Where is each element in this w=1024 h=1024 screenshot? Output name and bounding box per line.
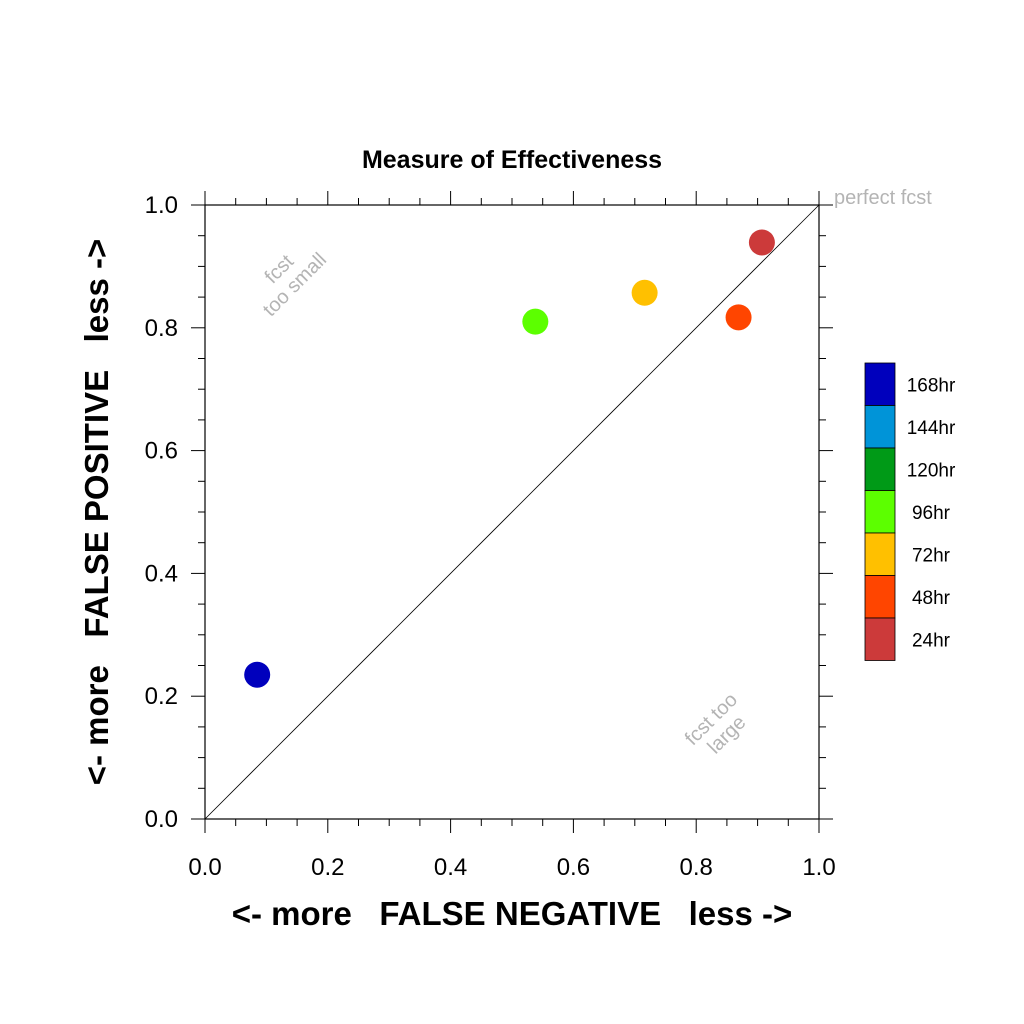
x-tick-labels: 0.0 0.2 0.4 0.6 0.8 1.0 — [188, 854, 835, 881]
y-tick-labels: 0.0 0.2 0.4 0.6 0.8 1.0 — [145, 192, 178, 833]
y-tick-label: 0.4 — [145, 560, 178, 587]
point-24hr — [748, 229, 775, 256]
point-72hr — [631, 279, 658, 306]
x-axis-label: <- more FALSE NEGATIVE less -> — [232, 895, 793, 932]
chart-title: Measure of Effectiveness — [362, 146, 662, 174]
legend-swatch-168hr — [864, 362, 896, 406]
y-tick-label: 0.8 — [145, 315, 178, 342]
x-tick-label: 1.0 — [802, 854, 835, 881]
point-168hr — [244, 661, 271, 688]
legend-label-24hr: 24hr — [912, 630, 951, 651]
x-tick-label: 0.0 — [188, 854, 221, 881]
legend-label-96hr: 96hr — [912, 503, 951, 524]
legend-swatch-120hr — [864, 447, 896, 491]
legend-label-72hr: 72hr — [912, 545, 951, 566]
y-tick-label: 0.0 — [145, 806, 178, 833]
axis-ticks — [191, 191, 833, 833]
legend: 168hr 144hr 120hr 96hr 72hr 48hr 24hr — [864, 362, 956, 661]
point-96hr — [522, 308, 549, 335]
x-tick-label: 0.4 — [434, 854, 467, 881]
legend-swatch-48hr — [864, 575, 896, 619]
y-tick-label: 0.6 — [145, 438, 178, 465]
annotation-fcst-too-large: fcst too large — [681, 689, 751, 759]
legend-swatch-144hr — [864, 405, 896, 449]
y-tick-label: 0.2 — [145, 683, 178, 710]
annotation-too-small-line2: too small — [259, 249, 331, 321]
x-tick-label: 0.8 — [680, 854, 713, 881]
y-axis-label: <- more FALSE POSITIVE less -> — [78, 239, 115, 786]
legend-label-144hr: 144hr — [907, 418, 956, 439]
data-points — [244, 229, 775, 688]
legend-label-48hr: 48hr — [912, 588, 951, 609]
annotation-perfect-fcst: perfect fcst — [834, 187, 932, 209]
legend-label-168hr: 168hr — [907, 375, 956, 396]
y-tick-label: 1.0 — [145, 192, 178, 219]
legend-swatch-24hr — [864, 617, 896, 661]
legend-swatch-72hr — [864, 532, 896, 576]
legend-label-120hr: 120hr — [907, 460, 956, 481]
diagonal-reference-line — [204, 204, 820, 820]
x-tick-label: 0.2 — [311, 854, 344, 881]
legend-swatch-96hr — [864, 490, 896, 534]
annotation-fcst-too-small: fcst too small — [259, 249, 331, 321]
x-tick-label: 0.6 — [557, 854, 590, 881]
point-48hr — [725, 304, 752, 331]
